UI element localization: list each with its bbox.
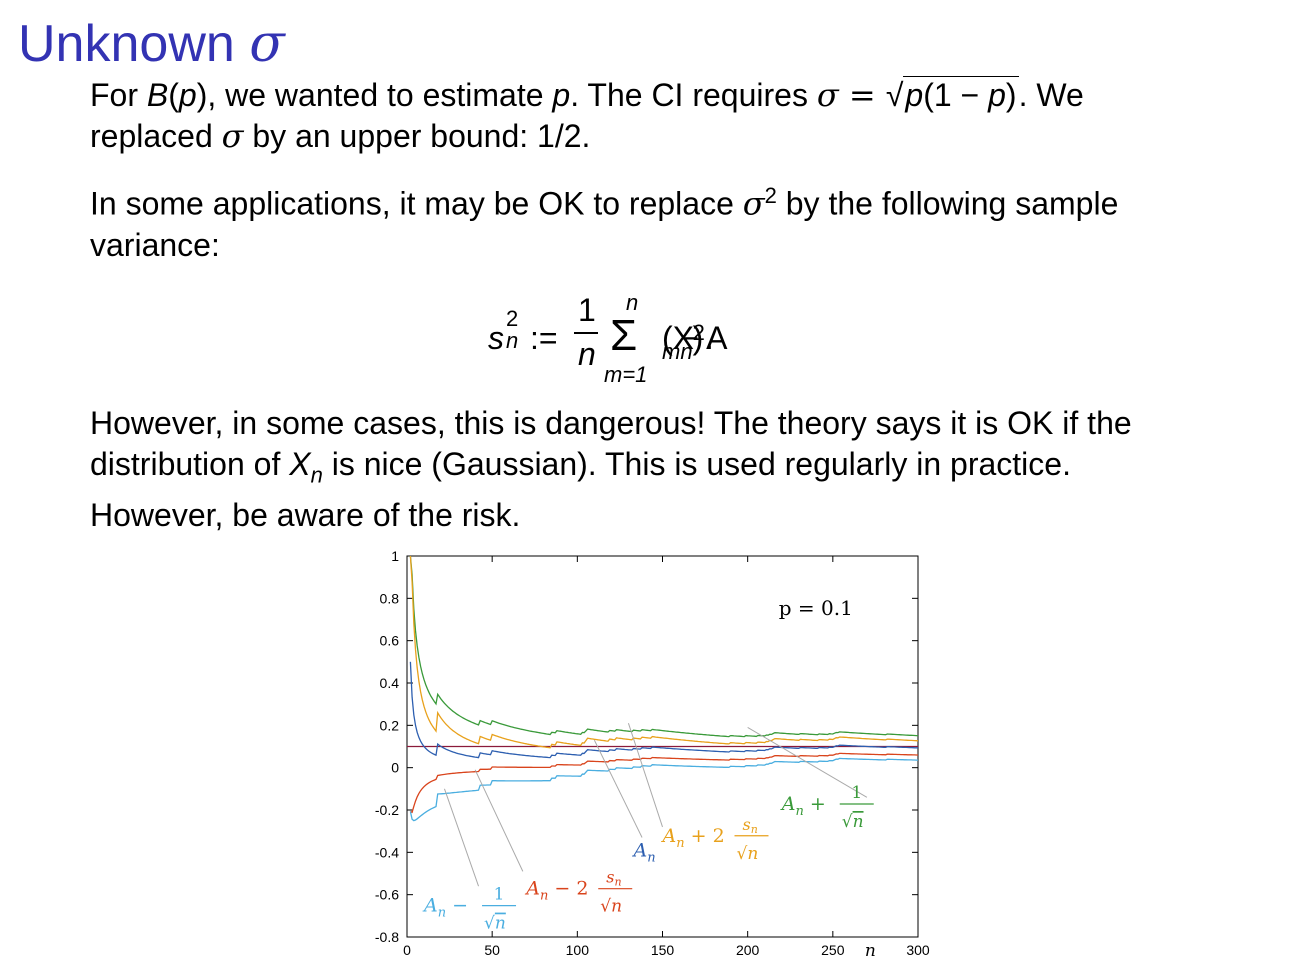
paragraph-sample-variance: In some applications, it may be OK to re… xyxy=(90,183,1119,263)
label-leader xyxy=(627,723,663,828)
formula-s: s xyxy=(488,320,504,356)
series-label-lower2: An − 2 xyxy=(524,878,588,904)
slide-title: Unknown σ xyxy=(18,14,285,74)
formula-lower: m=1 xyxy=(604,362,648,387)
fraction-denominator: √n xyxy=(600,897,622,917)
series-line-upper2 xyxy=(409,555,919,749)
y-tick-label: -0.2 xyxy=(375,802,399,818)
paragraph-bernoulli: For B(p), we wanted to estimate p. The C… xyxy=(90,76,1084,155)
x-tick-label: 250 xyxy=(821,942,845,958)
y-tick-label: 0.8 xyxy=(380,590,400,606)
formula-assign: := xyxy=(530,320,558,356)
fraction-numerator: sn xyxy=(606,868,621,889)
x-tick-label: 200 xyxy=(736,942,760,958)
x-tick-label: 100 xyxy=(566,942,590,958)
formula-upper: n xyxy=(626,290,639,315)
fraction-numerator: 1 xyxy=(851,783,862,803)
series-label-mean: An xyxy=(632,840,656,866)
label-leader xyxy=(474,769,524,872)
formula-sup: 2 xyxy=(506,306,519,331)
formula-den: n xyxy=(578,336,596,372)
formula-sub: n xyxy=(506,328,519,353)
series-line-mean xyxy=(409,661,919,759)
series-line-lower1 xyxy=(409,757,918,822)
y-tick-label: 0.4 xyxy=(380,675,400,691)
x-tick-label: 150 xyxy=(651,942,675,958)
fraction-numerator: 1 xyxy=(494,885,505,905)
formula-num: 1 xyxy=(578,292,596,328)
fraction-denominator: √n xyxy=(484,914,506,934)
y-tick-label: 0 xyxy=(391,760,399,776)
y-tick-label: 0.6 xyxy=(380,633,400,649)
y-tick-label: -0.6 xyxy=(375,887,399,903)
x-tick-label: 50 xyxy=(484,942,500,958)
paragraph-warning: However, in some cases, this is dangerou… xyxy=(90,405,1132,534)
series-label-upper2: An + 2 xyxy=(661,825,725,851)
label-leader xyxy=(593,739,643,838)
x-axis-label: n xyxy=(865,941,876,961)
label-leader xyxy=(444,788,480,887)
x-tick-label: 0 xyxy=(403,942,411,958)
y-tick-label: -0.8 xyxy=(375,929,399,945)
y-tick-label: -0.4 xyxy=(375,844,399,860)
title-text: Unknown xyxy=(18,15,235,73)
fraction-denominator: √n xyxy=(842,812,864,832)
title-symbol: σ xyxy=(249,14,285,74)
y-tick-label: 0.2 xyxy=(380,717,400,733)
series-line-upper1 xyxy=(409,555,919,738)
label-leader xyxy=(747,727,868,798)
formula-sum: Σ xyxy=(610,311,638,360)
series-label-lower1: An − xyxy=(422,895,468,921)
y-tick-label: 1 xyxy=(391,548,399,564)
x-tick-label: 300 xyxy=(906,942,930,958)
series-label-upper1: An + xyxy=(780,793,826,819)
fraction-numerator: sn xyxy=(743,815,758,836)
fraction-denominator: √n xyxy=(737,844,759,864)
series-line-lower2 xyxy=(410,752,918,814)
p-annotation: p = 0.1 xyxy=(779,596,853,620)
